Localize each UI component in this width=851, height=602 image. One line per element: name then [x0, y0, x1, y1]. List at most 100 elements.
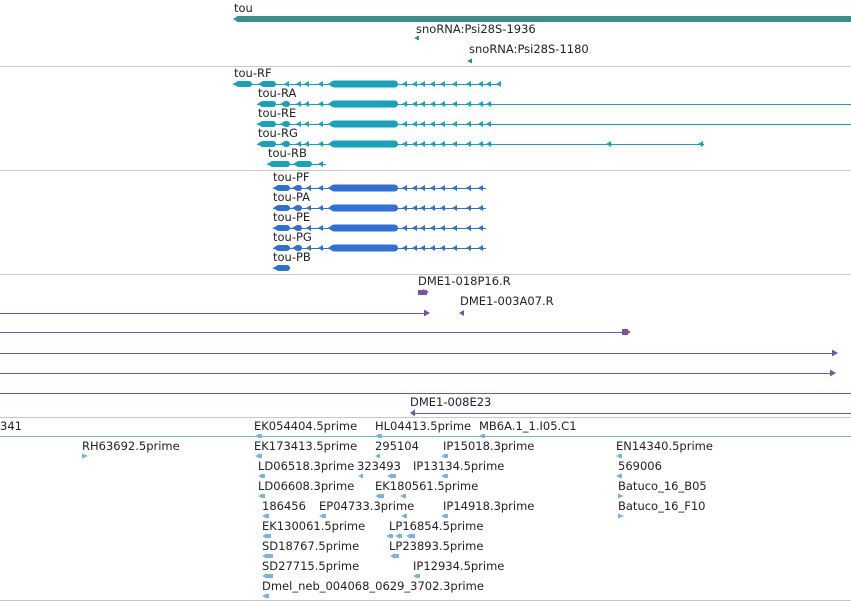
protein-label[interactable]: tou-PG	[273, 230, 312, 244]
exon-block	[270, 161, 290, 167]
est-label[interactable]: Batuco_16_B05	[618, 479, 707, 493]
est-label[interactable]: IP14918.3prime	[443, 499, 535, 513]
strand-arrow	[486, 141, 491, 147]
est-label[interactable]: 341	[0, 419, 22, 433]
strand-arrow	[430, 205, 435, 211]
strand-arrow	[698, 141, 703, 147]
protein-label[interactable]: tou-PF	[273, 170, 310, 184]
est-label[interactable]: IP12934.5prime	[413, 559, 505, 573]
strand-arrow	[233, 81, 238, 87]
est-label[interactable]: 569006	[618, 459, 662, 473]
est-label[interactable]: LP23893.5prime	[389, 539, 484, 553]
exon-block	[331, 120, 398, 128]
est-label[interactable]: MB6A.1_1.I05.C1	[479, 419, 577, 433]
est-label[interactable]: SD18767.5prime	[262, 539, 360, 553]
strand-arrow	[82, 453, 88, 459]
est-feature	[393, 554, 399, 558]
exon-block	[276, 265, 290, 271]
strand-arrow	[306, 245, 311, 251]
exon-block	[331, 204, 398, 212]
transcript-label[interactable]: tou-RG	[258, 126, 298, 140]
est-label[interactable]: 186456	[262, 499, 306, 513]
strand-arrow	[452, 101, 457, 107]
est-label[interactable]: LD06518.3prime	[258, 459, 355, 473]
protein-label[interactable]: tou-PA	[273, 190, 311, 204]
strand-arrow	[258, 473, 263, 479]
strand-arrow	[420, 205, 425, 211]
strand-arrow	[402, 205, 407, 211]
strand-arrow	[478, 101, 483, 107]
est-label[interactable]: Dmel_neb_004068_0629_3702.3prime	[262, 579, 484, 593]
strand-arrow	[440, 81, 445, 87]
strand-arrow	[441, 453, 446, 459]
est-label[interactable]: Batuco_16_F10	[618, 499, 706, 513]
bac-label[interactable]: DME1-018P16.R	[418, 274, 511, 288]
strand-arrow	[296, 121, 301, 127]
strand-arrow	[318, 185, 323, 191]
bac-label[interactable]: DME1-003A07.R	[460, 294, 554, 308]
est-label[interactable]: RH63692.5prime	[82, 439, 180, 453]
strand-arrow	[618, 513, 624, 519]
strand-arrow	[420, 225, 425, 231]
strand-arrow	[375, 453, 380, 459]
exon-block	[276, 225, 290, 231]
transcript-label[interactable]: tou-RE	[258, 106, 297, 120]
snorna-label[interactable]: snoRNA:Psi28S-1180	[469, 42, 589, 56]
strand-arrow	[466, 121, 471, 127]
strand-arrow	[466, 245, 471, 251]
est-label[interactable]: EK054404.5prime	[254, 419, 358, 433]
exon-block	[236, 81, 252, 87]
bac-label[interactable]: DME1-008E23	[410, 395, 492, 409]
strand-arrow	[258, 493, 263, 499]
strand-arrow	[273, 185, 278, 191]
strand-arrow	[430, 81, 435, 87]
strand-arrow	[273, 265, 278, 271]
snorna-label[interactable]: snoRNA:Psi28S-1936	[416, 22, 536, 36]
strand-arrow	[402, 121, 407, 127]
strand-arrow	[616, 453, 621, 459]
transcript-label[interactable]: tou-RF	[234, 66, 272, 80]
strand-arrow	[375, 493, 380, 499]
est-label[interactable]: IP15018.3prime	[443, 439, 535, 453]
strand-arrow	[400, 493, 405, 499]
strand-arrow	[486, 121, 491, 127]
est-feature	[265, 554, 273, 558]
est-label[interactable]: EK130061.5prime	[262, 519, 366, 533]
est-label[interactable]: LP16854.5prime	[389, 519, 484, 533]
est-label[interactable]: EK180561.5prime	[375, 479, 479, 493]
strand-arrow	[280, 121, 285, 127]
est-label[interactable]: LD06608.3prime	[258, 479, 355, 493]
gene-label-tou[interactable]: tou	[234, 1, 253, 15]
protein-label[interactable]: tou-PE	[273, 210, 311, 224]
est-label[interactable]: SD27715.5prime	[262, 559, 360, 573]
est-label[interactable]: EN14340.5prime	[616, 439, 713, 453]
est-label[interactable]: EP04733.3prime	[319, 499, 415, 513]
strand-arrow	[328, 224, 333, 232]
est-label[interactable]: 295104	[375, 439, 419, 453]
est-label[interactable]: EK173413.5prime	[254, 439, 358, 453]
strand-arrow	[478, 81, 483, 87]
exon-block	[331, 244, 398, 252]
strand-arrow	[420, 141, 425, 147]
strand-arrow	[273, 245, 278, 251]
protein-label[interactable]: tou-PB	[273, 250, 311, 264]
strand-arrow	[280, 141, 285, 147]
est-label[interactable]: HL04413.5prime	[375, 419, 472, 433]
track-separator	[0, 600, 851, 601]
strand-arrow	[293, 161, 298, 167]
strand-arrow	[466, 141, 471, 147]
strand-arrow	[478, 225, 483, 231]
transcript-label[interactable]: tou-RA	[258, 86, 297, 100]
exon-block	[296, 161, 312, 167]
strand-arrow	[423, 289, 429, 295]
transcript-label[interactable]: tou-RB	[268, 146, 307, 160]
strand-arrow	[452, 205, 457, 211]
strand-arrow	[262, 553, 267, 559]
est-label[interactable]: 323493	[357, 459, 401, 473]
strand-arrow	[478, 141, 483, 147]
est-feature	[265, 574, 273, 578]
est-label[interactable]: IP13134.5prime	[413, 459, 505, 473]
strand-arrow	[616, 473, 621, 479]
strand-arrow	[412, 101, 417, 107]
